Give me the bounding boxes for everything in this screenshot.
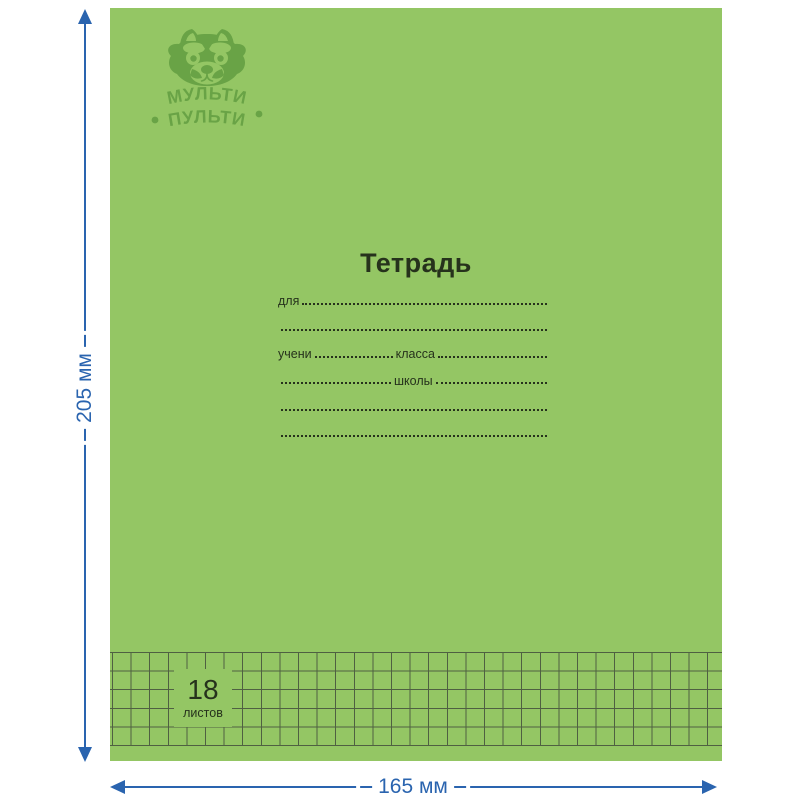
width-dimension-label: 165 мм xyxy=(356,774,470,800)
dotted-line xyxy=(435,382,547,384)
dotted-line xyxy=(302,302,547,305)
dotted-line xyxy=(281,435,547,437)
dash-icon xyxy=(84,428,86,441)
arrow-down-icon xyxy=(78,747,92,762)
dotted-line xyxy=(281,329,547,331)
raccoon-logo-icon: МУЛЬТИ ПУЛЬТИ xyxy=(151,29,263,130)
sheet-count-badge: 18 листов xyxy=(174,669,232,727)
svg-text:МУЛЬТИ: МУЛЬТИ xyxy=(165,83,249,108)
student-label: учени xyxy=(278,347,312,361)
dotted-line xyxy=(281,408,547,411)
height-value: 205 мм xyxy=(73,353,96,423)
sheet-count-unit: листов xyxy=(183,706,223,721)
squared-pattern-strip: 18 листов xyxy=(110,652,722,746)
brand-line1: МУЛЬТИ xyxy=(165,83,248,108)
cover-title: Тетрадь xyxy=(360,248,472,278)
brand-line2: ПУЛЬТИ xyxy=(167,106,247,130)
arrow-left-icon xyxy=(110,780,125,794)
form-row-school: школы xyxy=(278,362,550,389)
form-row-student-class: учени класса xyxy=(278,335,550,362)
dotted-line xyxy=(314,355,393,358)
sheet-count: 18 xyxy=(187,674,219,706)
form-row-blank xyxy=(278,415,550,442)
class-label: класса xyxy=(395,347,435,361)
form-row-for: для xyxy=(278,282,550,309)
form-row-blank xyxy=(278,388,550,415)
dash-icon xyxy=(360,786,373,788)
width-value: 165 мм xyxy=(378,775,448,798)
svg-text:ПУЛЬТИ: ПУЛЬТИ xyxy=(167,106,248,130)
dotted-line xyxy=(281,382,391,384)
owner-form: для учени класса школы xyxy=(278,282,550,441)
notebook-cover: МУЛЬТИ ПУЛЬТИ Тетрадь для учени класса xyxy=(110,8,722,761)
dash-icon xyxy=(84,335,86,348)
dash-icon xyxy=(453,786,466,788)
for-label: для xyxy=(278,294,300,308)
arrow-right-icon xyxy=(702,780,717,794)
dotted-line xyxy=(437,355,547,358)
height-dimension-label: 205 мм xyxy=(72,331,98,445)
form-row-blank xyxy=(278,309,550,336)
school-label: школы xyxy=(394,373,433,388)
arrow-up-icon xyxy=(78,9,92,24)
